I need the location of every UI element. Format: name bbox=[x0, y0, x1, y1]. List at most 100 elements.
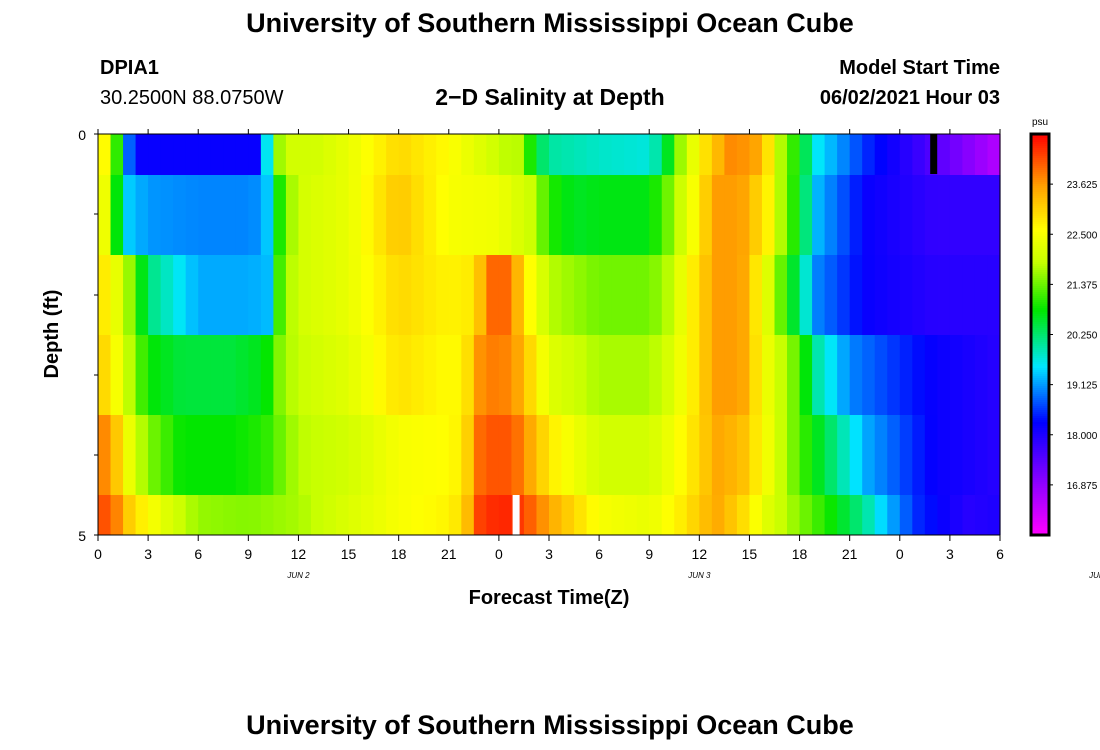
heatmap-cell bbox=[912, 495, 926, 535]
heatmap-cell bbox=[235, 134, 249, 175]
heatmap-cell bbox=[223, 255, 237, 335]
heatmap-cell bbox=[561, 134, 575, 175]
heatmap-cell bbox=[949, 495, 964, 535]
colorbar-swatch bbox=[1031, 346, 1049, 349]
colorbar-swatch bbox=[1031, 260, 1049, 263]
heatmap-cell bbox=[849, 175, 863, 255]
heatmap-cell bbox=[761, 335, 776, 415]
colorbar-swatch bbox=[1031, 308, 1049, 311]
colorbar-swatch bbox=[1031, 218, 1049, 221]
heatmap-cell bbox=[235, 335, 249, 415]
heatmap-cell bbox=[887, 415, 901, 495]
heatmap-cell bbox=[323, 255, 337, 335]
heatmap-cell bbox=[486, 415, 500, 495]
heatmap-cell bbox=[799, 335, 813, 415]
colorbar-swatch bbox=[1031, 432, 1049, 435]
heatmap-cell bbox=[323, 134, 337, 175]
heatmap-cell bbox=[498, 335, 513, 415]
heatmap-cell bbox=[561, 175, 575, 255]
heatmap-cell bbox=[110, 335, 124, 415]
colorbar-swatch bbox=[1031, 422, 1049, 425]
heatmap-cell bbox=[310, 415, 325, 495]
heatmap-cell bbox=[949, 335, 964, 415]
heatmap-cell bbox=[649, 495, 663, 535]
heatmap-cell bbox=[862, 495, 876, 535]
time-markers bbox=[512, 134, 938, 535]
heatmap-cell bbox=[774, 335, 788, 415]
heatmap-cell bbox=[135, 175, 149, 255]
heatmap-cell bbox=[611, 415, 625, 495]
heatmap-cell bbox=[599, 495, 613, 535]
colorbar-swatch bbox=[1031, 392, 1049, 395]
x-tick-label: 3 bbox=[545, 546, 553, 562]
heatmap-cell bbox=[611, 255, 625, 335]
heatmap-cell bbox=[235, 175, 249, 255]
y-axis: 05 bbox=[78, 127, 98, 544]
page-title-top: University of Southern Mississippi Ocean… bbox=[246, 8, 854, 38]
heatmap-cell bbox=[411, 335, 425, 415]
heatmap-cell bbox=[761, 134, 776, 175]
heatmap-cell bbox=[248, 255, 262, 335]
colorbar-swatch bbox=[1031, 250, 1049, 253]
heatmap-cell bbox=[574, 175, 588, 255]
colorbar-swatch bbox=[1031, 232, 1049, 235]
x-tick-label: 0 bbox=[495, 546, 503, 562]
x-axis-title: Forecast Time(Z) bbox=[469, 587, 630, 609]
heatmap-cell bbox=[536, 495, 550, 535]
heatmap-cell bbox=[411, 255, 425, 335]
colorbar-swatch bbox=[1031, 216, 1049, 219]
heatmap-cell bbox=[523, 335, 538, 415]
colorbar-swatch bbox=[1031, 324, 1049, 327]
heatmap-cell bbox=[937, 255, 951, 335]
colorbar-swatch bbox=[1031, 292, 1049, 295]
colorbar-tick-label: 21.375 bbox=[1067, 280, 1098, 291]
heatmap-cell bbox=[686, 335, 700, 415]
heatmap-cell bbox=[273, 415, 287, 495]
x-tick-label: 0 bbox=[94, 546, 102, 562]
x-tick-label: 15 bbox=[341, 546, 357, 562]
heatmap-cell bbox=[98, 175, 112, 255]
colorbar-swatch bbox=[1031, 220, 1049, 223]
heatmap-cell bbox=[473, 415, 487, 495]
heatmap-cell bbox=[473, 255, 487, 335]
colorbar-swatch bbox=[1031, 434, 1049, 437]
colorbar-swatch bbox=[1031, 496, 1049, 499]
heatmap-cell bbox=[599, 335, 613, 415]
x-tick-label: 9 bbox=[645, 546, 653, 562]
heatmap-cell bbox=[123, 134, 137, 175]
colorbar-swatch bbox=[1031, 244, 1049, 247]
heatmap-cell bbox=[511, 175, 525, 255]
heatmap-cell bbox=[887, 335, 901, 415]
heatmap-cell bbox=[386, 495, 400, 535]
heatmap-cell bbox=[160, 415, 174, 495]
colorbar-swatch bbox=[1031, 370, 1049, 373]
colorbar-swatch bbox=[1031, 512, 1049, 515]
heatmap-cell bbox=[298, 495, 312, 535]
colorbar-swatch bbox=[1031, 302, 1049, 305]
colorbar-swatch bbox=[1031, 416, 1049, 419]
heatmap-cell bbox=[586, 495, 600, 535]
colorbar-swatch bbox=[1031, 404, 1049, 407]
heatmap-cell bbox=[185, 175, 199, 255]
heatmap-cell bbox=[123, 335, 137, 415]
colorbar-swatch bbox=[1031, 492, 1049, 495]
heatmap-cell bbox=[423, 415, 437, 495]
colorbar-swatch bbox=[1031, 198, 1049, 201]
heatmap-cell bbox=[812, 175, 826, 255]
heatmap-cell bbox=[837, 415, 851, 495]
heatmap-cell bbox=[561, 495, 575, 535]
heatmap-cell bbox=[386, 175, 400, 255]
date-label: JUN 4 bbox=[1088, 571, 1100, 580]
heatmap-cell bbox=[448, 415, 462, 495]
heatmap-cell bbox=[148, 134, 162, 175]
colorbar-swatch bbox=[1031, 194, 1049, 197]
heatmap-cell bbox=[323, 335, 337, 415]
heatmap-cell bbox=[549, 255, 563, 335]
x-tick-label: 12 bbox=[692, 546, 708, 562]
colorbar-swatch bbox=[1031, 214, 1049, 217]
colorbar-swatch bbox=[1031, 204, 1049, 207]
heatmap-cell bbox=[160, 335, 174, 415]
date-label: JUN 2 bbox=[286, 571, 310, 580]
heatmap-cell bbox=[486, 335, 500, 415]
heatmap-cell bbox=[774, 175, 788, 255]
